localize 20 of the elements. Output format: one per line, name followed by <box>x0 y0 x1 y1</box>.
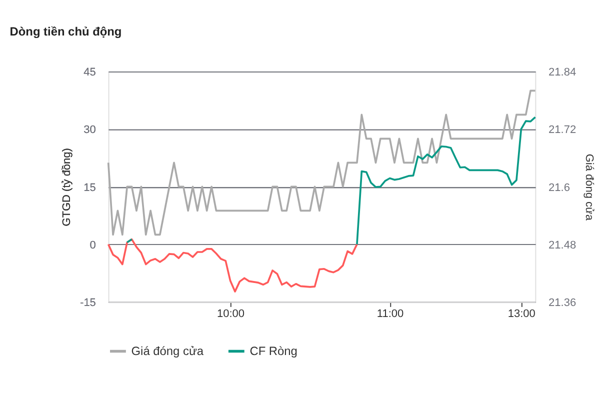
y2-tick-label: 21.48 <box>548 239 576 252</box>
y2-tick-label: 21.72 <box>548 124 576 136</box>
x-tick-label: 13:00 <box>508 308 536 320</box>
y-tick-label: 30 <box>84 124 96 136</box>
x-tick-label: 10:00 <box>216 308 245 320</box>
y2-tick-label: 21.84 <box>548 66 576 79</box>
y-tick-label: -15 <box>80 297 96 310</box>
line-series <box>107 90 536 236</box>
legend-label: CF Ròng <box>250 344 298 358</box>
line-series <box>107 238 358 292</box>
legend-label: Giá đóng cửa <box>131 344 204 358</box>
y-tick-label: 0 <box>90 239 96 252</box>
y-axis-title: GTGD (tỷ đồng) <box>60 148 73 226</box>
y2-axis-title: Giá đóng cửa <box>583 154 596 222</box>
y-tick-label: 15 <box>84 182 96 194</box>
chart-title: Dòng tiền chủ động <box>10 24 122 39</box>
x-tick-label: 11:00 <box>376 308 404 320</box>
y-tick-label: 45 <box>84 66 96 79</box>
y2-tick-label: 21.36 <box>548 297 576 310</box>
y2-tick-label: 21.6 <box>548 182 570 194</box>
